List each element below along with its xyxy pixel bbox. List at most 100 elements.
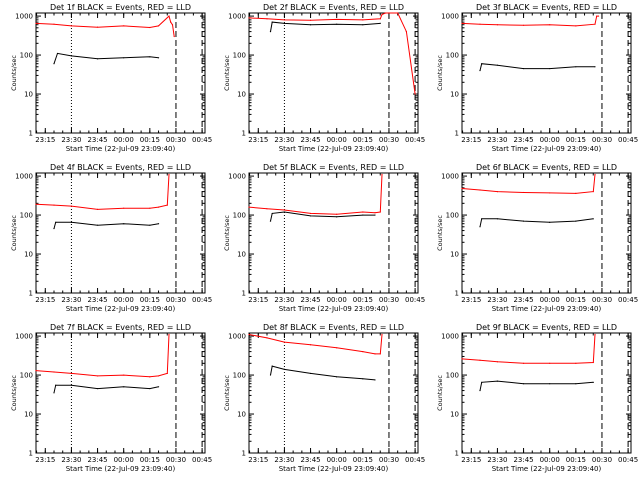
plot-frame	[248, 332, 419, 454]
x-tick-label: 00:45	[618, 136, 638, 144]
data-point-events	[96, 58, 99, 60]
data-point-lld	[170, 21, 172, 23]
data-point-lld	[166, 372, 168, 375]
data-point-lld	[336, 347, 338, 349]
y-axis-label: Counts/sec	[10, 215, 18, 251]
series-line-lld	[461, 15, 599, 27]
y-tick-label: 10	[24, 411, 33, 419]
y-axis-label: Counts/sec	[10, 55, 18, 91]
y-axis-label: Counts/sec	[223, 375, 231, 411]
data-point-events	[309, 215, 312, 217]
data-point-events	[55, 384, 57, 386]
x-tick-label: 00:00	[540, 456, 560, 464]
data-point-lld	[171, 24, 174, 26]
data-point-lld	[594, 173, 596, 176]
data-point-lld	[549, 192, 551, 194]
data-point-events	[149, 387, 151, 390]
y-axis-label: Counts/sec	[436, 375, 444, 411]
data-point-lld	[379, 211, 381, 213]
x-tick-label: 23:30	[274, 136, 294, 144]
x-axis-label: Start Time (22-Jul-09 23:09:40)	[66, 305, 176, 313]
data-point-events	[594, 66, 596, 68]
data-point-lld	[496, 24, 499, 26]
x-tick-label: 00:00	[114, 296, 134, 304]
data-point-lld	[35, 22, 37, 24]
data-point-events	[481, 381, 483, 383]
data-point-lld	[336, 18, 338, 21]
data-point-lld	[575, 25, 577, 27]
data-point-events	[123, 57, 125, 59]
data-point-events	[283, 211, 286, 213]
x-tick-label: 23:45	[513, 296, 533, 304]
y-tick-label: 100	[20, 52, 33, 60]
data-point-lld	[594, 23, 596, 25]
data-point-lld	[157, 375, 160, 377]
x-tick-label: 23:30	[61, 456, 81, 464]
data-point-lld	[309, 212, 312, 215]
data-point-lld	[549, 362, 551, 364]
data-point-events	[55, 221, 57, 223]
data-point-lld	[166, 204, 168, 206]
data-point-lld	[248, 17, 250, 19]
x-tick-label: 00:15	[353, 456, 373, 464]
data-point-lld	[248, 206, 250, 208]
data-point-lld	[479, 189, 481, 191]
data-point-lld	[374, 353, 376, 355]
data-point-lld	[173, 35, 175, 38]
series-line-lld	[461, 174, 596, 194]
data-point-lld	[53, 204, 55, 206]
data-point-lld	[597, 15, 600, 17]
data-point-events	[479, 69, 481, 72]
series-line-lld	[35, 15, 175, 37]
data-point-lld	[374, 212, 376, 214]
y-tick-label: 1	[242, 130, 246, 138]
data-point-events	[157, 386, 160, 388]
x-tick-label: 23:30	[61, 136, 81, 144]
x-tick-label: 23:15	[35, 136, 55, 144]
data-point-lld	[70, 372, 73, 375]
data-point-lld	[123, 25, 125, 27]
data-point-events	[149, 224, 151, 226]
data-point-events	[374, 379, 376, 381]
y-tick-label: 1000	[228, 333, 246, 341]
x-tick-label: 00:00	[327, 456, 347, 464]
data-point-events	[481, 63, 483, 65]
y-axis-label: Counts/sec	[436, 55, 444, 91]
x-tick-label: 00:00	[114, 456, 134, 464]
plot-frame	[35, 12, 206, 134]
x-tick-label: 23:45	[300, 136, 320, 144]
data-point-events	[336, 23, 338, 25]
x-tick-label: 00:45	[405, 456, 425, 464]
series-line-events	[270, 365, 376, 381]
x-tick-label: 23:45	[87, 136, 107, 144]
y-tick-label: 100	[446, 212, 459, 220]
data-point-lld	[479, 359, 481, 361]
data-point-events	[336, 216, 338, 218]
y-tick-label: 100	[20, 372, 33, 380]
data-point-lld	[575, 192, 577, 194]
data-point-lld	[123, 374, 125, 376]
data-point-events	[379, 22, 381, 24]
data-point-lld	[157, 206, 160, 208]
x-tick-label: 00:45	[192, 296, 212, 304]
data-point-lld	[379, 18, 381, 20]
x-tick-label: 23:15	[35, 456, 55, 464]
data-point-lld	[168, 173, 170, 176]
chart-title: Det 3f BLACK = Events, RED = LLD	[476, 3, 617, 12]
x-tick-label: 00:30	[379, 296, 399, 304]
y-tick-label: 1	[455, 450, 459, 458]
data-point-events	[269, 30, 272, 33]
data-point-lld	[157, 25, 160, 27]
x-tick-label: 00:00	[327, 296, 347, 304]
x-axis-label: Start Time (22-Jul-09 23:09:40)	[492, 145, 602, 153]
x-tick-label: 00:45	[618, 456, 638, 464]
data-point-events	[496, 218, 499, 220]
y-tick-label: 10	[237, 91, 246, 99]
plot-frame	[35, 172, 206, 294]
data-point-events	[592, 218, 594, 220]
data-point-events	[157, 57, 160, 59]
data-point-events	[123, 223, 125, 225]
data-point-events	[575, 220, 577, 222]
data-point-events	[123, 386, 125, 388]
data-point-events	[283, 368, 286, 370]
